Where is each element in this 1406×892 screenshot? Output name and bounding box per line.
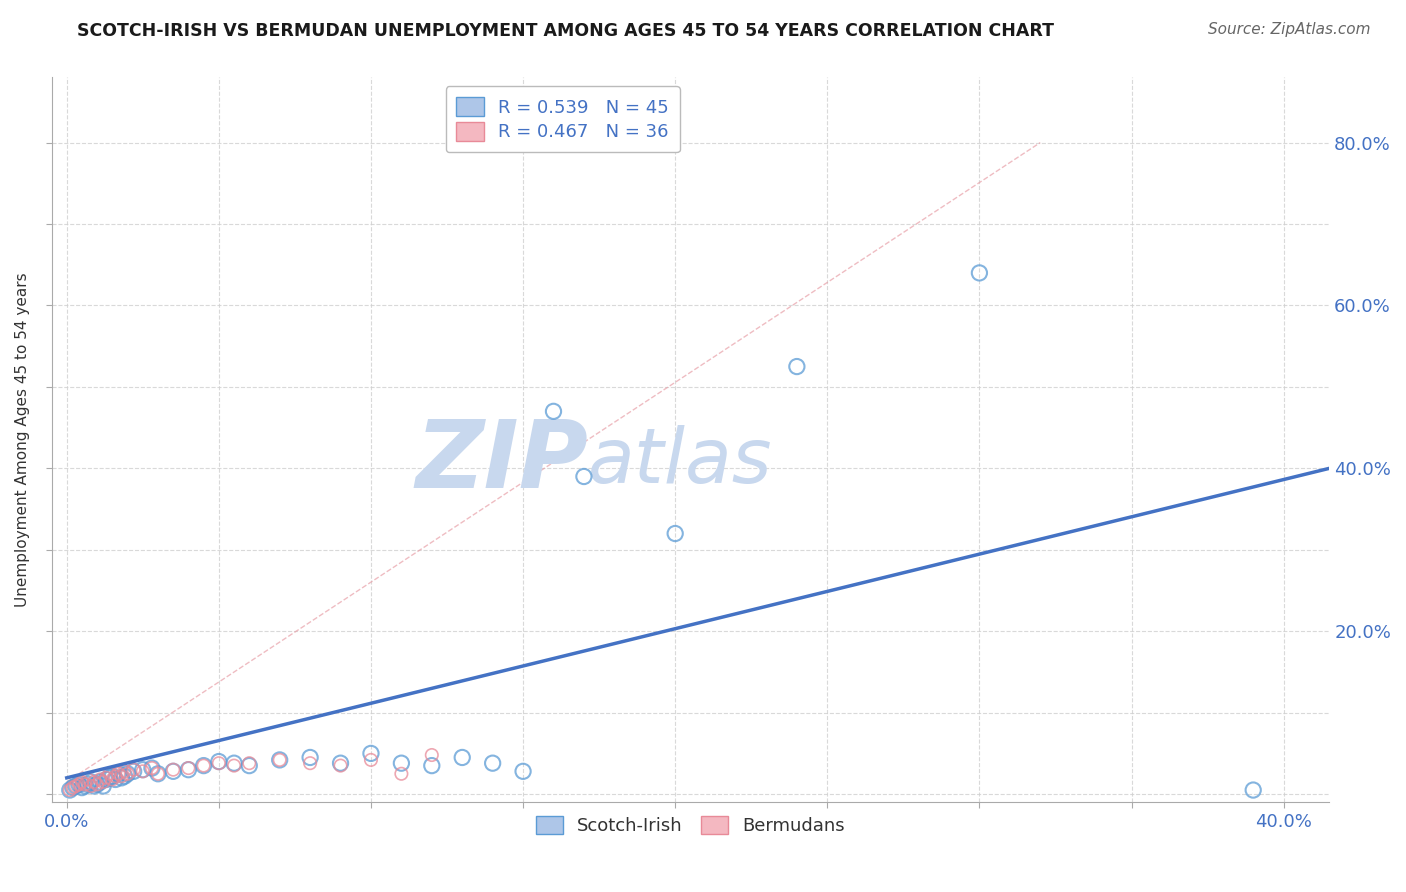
Point: [83, 779, 105, 793]
Point: [132, 764, 155, 779]
Point: [122, 764, 145, 779]
Point: [67, 777, 90, 791]
Point: [389, 766, 412, 780]
Point: [572, 469, 595, 483]
Point: [96, 772, 118, 787]
Point: [269, 753, 291, 767]
Point: [67, 777, 90, 791]
Point: [73, 779, 96, 793]
Point: [222, 756, 245, 771]
Point: [141, 761, 163, 775]
Point: [91, 775, 114, 789]
Text: ZIP: ZIP: [415, 416, 588, 508]
Point: [269, 753, 291, 767]
Point: [104, 772, 127, 787]
Point: [420, 758, 443, 772]
Point: [80, 779, 103, 793]
Point: [238, 758, 260, 772]
Point: [70, 780, 93, 795]
Point: [162, 763, 184, 777]
Point: [86, 777, 108, 791]
Point: [59, 783, 82, 797]
Point: [104, 769, 127, 783]
Point: [146, 766, 169, 780]
Point: [122, 763, 145, 777]
Point: [222, 758, 245, 772]
Point: [73, 777, 96, 791]
Point: [62, 780, 84, 795]
Point: [77, 772, 100, 787]
Y-axis label: Unemployment Among Ages 45 to 54 years: Unemployment Among Ages 45 to 54 years: [15, 273, 30, 607]
Point: [193, 758, 215, 772]
Point: [786, 359, 808, 374]
Point: [299, 756, 322, 771]
Text: Source: ZipAtlas.com: Source: ZipAtlas.com: [1208, 22, 1371, 37]
Point: [89, 772, 111, 787]
Point: [101, 772, 124, 787]
Point: [177, 761, 200, 775]
Point: [132, 763, 155, 777]
Point: [329, 756, 352, 771]
Point: [146, 766, 169, 780]
Point: [360, 747, 382, 761]
Point: [96, 771, 118, 785]
Point: [89, 775, 111, 789]
Point: [177, 763, 200, 777]
Point: [86, 777, 108, 791]
Point: [664, 526, 686, 541]
Point: [512, 764, 534, 779]
Point: [65, 779, 87, 793]
Point: [107, 766, 129, 780]
Point: [107, 766, 129, 780]
Point: [114, 764, 136, 779]
Point: [91, 779, 114, 793]
Point: [101, 769, 124, 783]
Point: [117, 766, 139, 780]
Point: [59, 783, 82, 797]
Point: [114, 769, 136, 783]
Point: [543, 404, 565, 418]
Point: [481, 756, 503, 771]
Point: [1241, 783, 1264, 797]
Point: [70, 775, 93, 789]
Point: [98, 766, 121, 780]
Text: SCOTCH-IRISH VS BERMUDAN UNEMPLOYMENT AMONG AGES 45 TO 54 YEARS CORRELATION CHAR: SCOTCH-IRISH VS BERMUDAN UNEMPLOYMENT AM…: [77, 22, 1054, 40]
Point: [110, 769, 132, 783]
Point: [65, 779, 87, 793]
Point: [420, 747, 443, 762]
Point: [451, 750, 474, 764]
Point: [117, 766, 139, 780]
Point: [299, 750, 322, 764]
Point: [110, 771, 132, 785]
Legend: Scotch-Irish, Bermudans: Scotch-Irish, Bermudans: [527, 806, 853, 844]
Point: [208, 756, 231, 771]
Point: [83, 775, 105, 789]
Point: [389, 756, 412, 771]
Point: [162, 764, 184, 779]
Point: [80, 775, 103, 789]
Text: atlas: atlas: [588, 425, 773, 499]
Point: [193, 758, 215, 772]
Point: [360, 753, 382, 767]
Point: [238, 756, 260, 771]
Point: [77, 777, 100, 791]
Point: [141, 761, 163, 775]
Point: [329, 758, 352, 772]
Point: [98, 771, 121, 785]
Point: [208, 755, 231, 769]
Point: [969, 266, 991, 280]
Point: [62, 780, 84, 795]
